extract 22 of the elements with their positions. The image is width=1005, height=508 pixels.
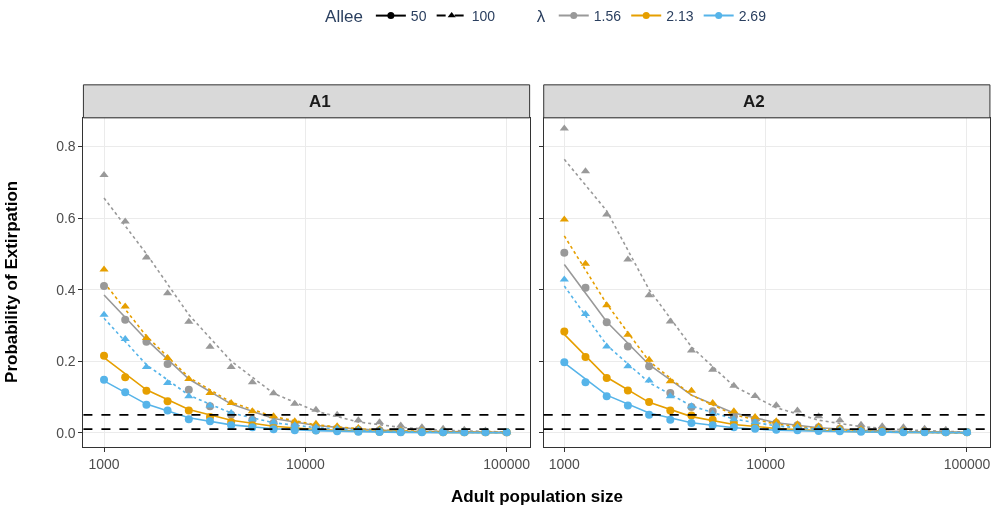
text: Allee <box>325 7 363 27</box>
y-tick-label: 0.2 <box>56 353 76 370</box>
x-tick-label: 10000 <box>746 455 786 472</box>
legend-label: 2.69 <box>738 8 767 25</box>
x-tick-label: 1000 <box>548 455 581 472</box>
text: 100 <box>471 8 496 25</box>
text: 50 <box>410 8 427 25</box>
legend-label: 1.56 <box>593 8 622 25</box>
x-tick-label: 1000 <box>88 455 120 472</box>
x-tick-label: 100000 <box>483 455 531 472</box>
x-tick-label: 100000 <box>943 455 991 472</box>
x-axis-title: Adult population size <box>451 487 623 506</box>
chart-title: A2 <box>743 92 765 111</box>
y-tick-label: 0.0 <box>56 424 76 441</box>
y-axis-title: Probability of Extirpation <box>2 180 22 383</box>
y-tick-label: 0.8 <box>56 138 76 155</box>
y-tick-label: 0.4 <box>56 281 76 298</box>
x-tick-label: 10000 <box>285 455 326 472</box>
chart-title: A1 <box>309 92 331 111</box>
legend-label: 2.13 <box>666 8 694 25</box>
y-tick-label: 0.6 <box>56 209 76 226</box>
legend-title: λ <box>536 7 546 27</box>
